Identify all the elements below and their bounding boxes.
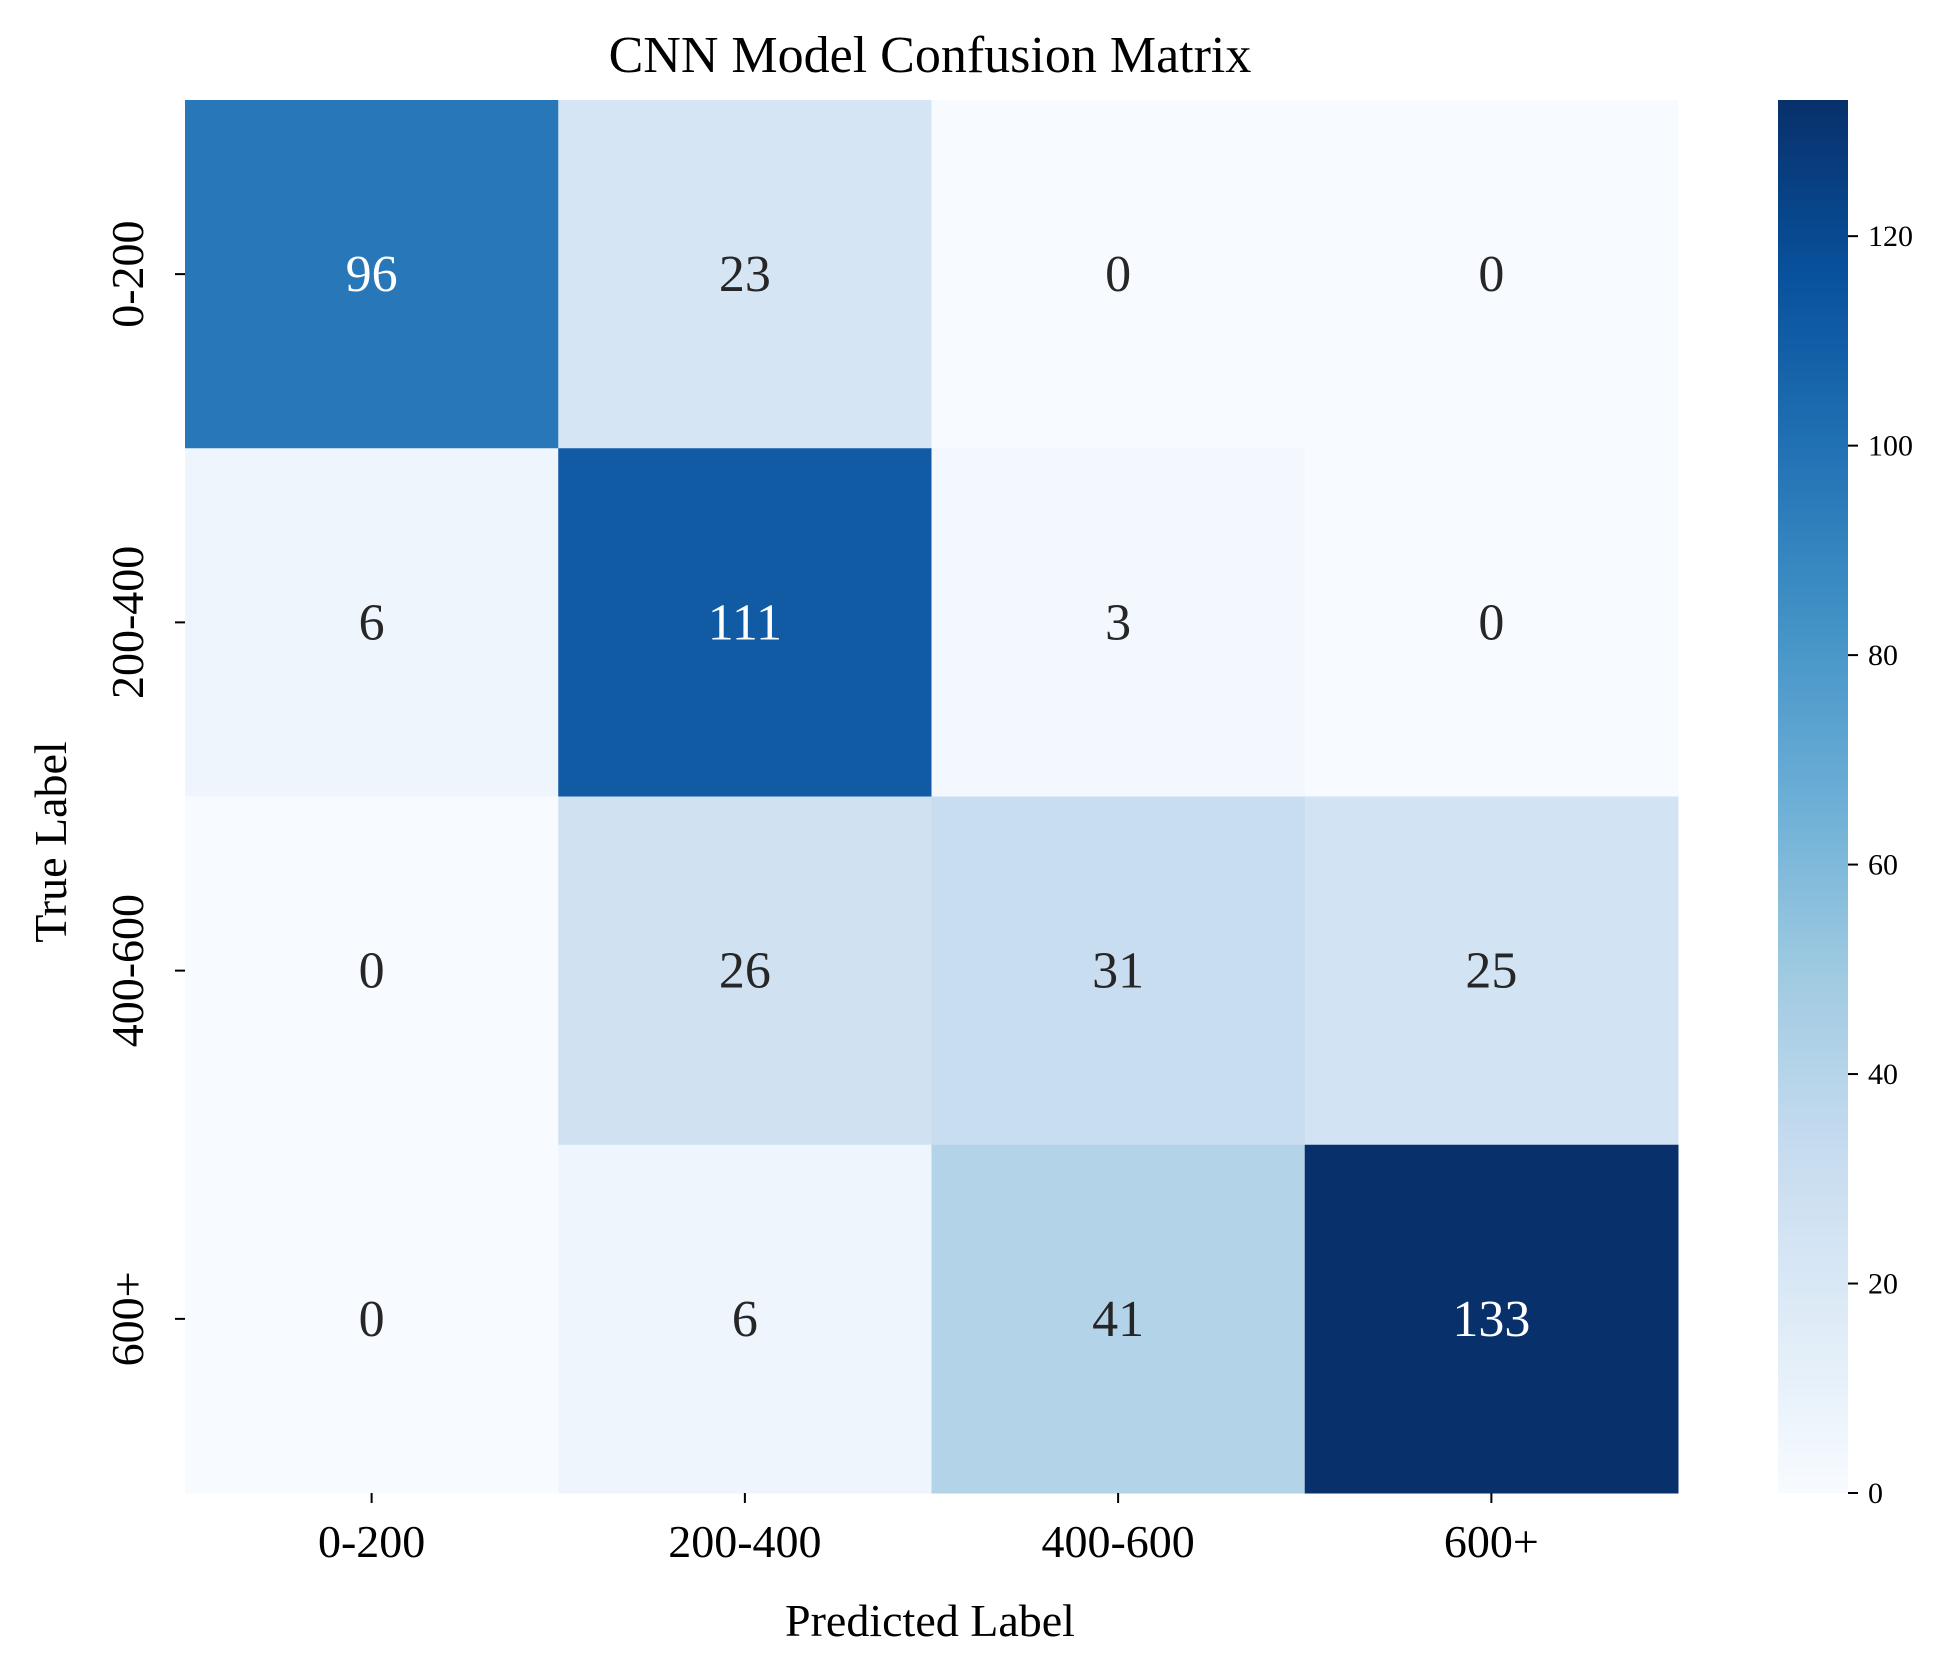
cell-value: 23 <box>719 246 771 303</box>
heatmap-cell <box>185 1144 559 1494</box>
heatmap-cell <box>558 100 932 449</box>
cell-value: 96 <box>346 246 398 303</box>
x-tick-label: 0-200 <box>318 1516 425 1567</box>
colorbar-ticks: 0 20 40 60 80 100 120 <box>1848 220 1913 1510</box>
heatmap-cell <box>931 796 1306 1146</box>
chart-title: CNN Model Confusion Matrix <box>609 27 1252 84</box>
cell-value: 26 <box>719 943 771 1000</box>
x-tick-label: 600+ <box>1444 1516 1539 1567</box>
colorbar <box>1778 100 1848 1493</box>
y-tick-label: 200-400 <box>102 546 153 699</box>
cell-value: 31 <box>1092 943 1144 1000</box>
colorbar-tick-label: 80 <box>1868 639 1898 672</box>
colorbar-tick-label: 0 <box>1868 1477 1883 1510</box>
cell-value: 41 <box>1092 1291 1144 1348</box>
colorbar-tick-label: 40 <box>1868 1058 1898 1091</box>
colorbar-tick-label: 60 <box>1868 849 1898 882</box>
x-axis-label: Predicted Label <box>785 1595 1075 1646</box>
heatmap-cell <box>185 796 559 1146</box>
heatmap-cell <box>558 796 932 1146</box>
cell-value: 0 <box>359 1291 385 1348</box>
cell-value: 6 <box>732 1291 758 1348</box>
y-axis: 0-200 200-400 400-600 600+ <box>102 220 185 1366</box>
heatmap-cell <box>1304 796 1679 1146</box>
cell-annotations: 96 23 0 0 6 111 3 0 0 26 31 25 0 6 41 133 <box>346 246 1531 1348</box>
cell-value: 25 <box>1465 943 1517 1000</box>
cell-value: 3 <box>1105 594 1131 651</box>
cell-value: 0 <box>1478 246 1504 303</box>
heatmap-cell <box>931 448 1306 797</box>
cell-value: 0 <box>1478 594 1504 651</box>
y-tick-label: 400-600 <box>102 894 153 1047</box>
cell-value: 111 <box>708 594 782 651</box>
colorbar-tick-label: 120 <box>1868 220 1913 253</box>
x-axis: 0-200 200-400 400-600 600+ <box>318 1493 1539 1567</box>
heatmap-cell <box>1304 448 1679 797</box>
y-axis-label: True Label <box>25 741 76 942</box>
heatmap-cell <box>931 1144 1306 1494</box>
cell-value: 0 <box>1105 246 1131 303</box>
heatmap-cell <box>558 448 932 797</box>
heatmap-cell <box>185 448 559 797</box>
heatmap-cell <box>558 1144 932 1494</box>
heatmap-cell <box>931 100 1306 449</box>
y-tick-label: 600+ <box>102 1271 153 1366</box>
y-tick-label: 0-200 <box>102 220 153 327</box>
heatmap-cell <box>1304 1144 1679 1494</box>
heatmap-cells <box>185 100 1679 1494</box>
cell-value: 133 <box>1452 1291 1530 1348</box>
cell-value: 6 <box>359 594 385 651</box>
heatmap-cell <box>1304 100 1679 449</box>
colorbar-tick-label: 100 <box>1868 430 1913 463</box>
heatmap-cell <box>185 100 559 449</box>
colorbar-tick-label: 20 <box>1868 1268 1898 1301</box>
cell-value: 0 <box>359 943 385 1000</box>
x-tick-label: 400-600 <box>1041 1516 1194 1567</box>
x-tick-label: 200-400 <box>668 1516 821 1567</box>
